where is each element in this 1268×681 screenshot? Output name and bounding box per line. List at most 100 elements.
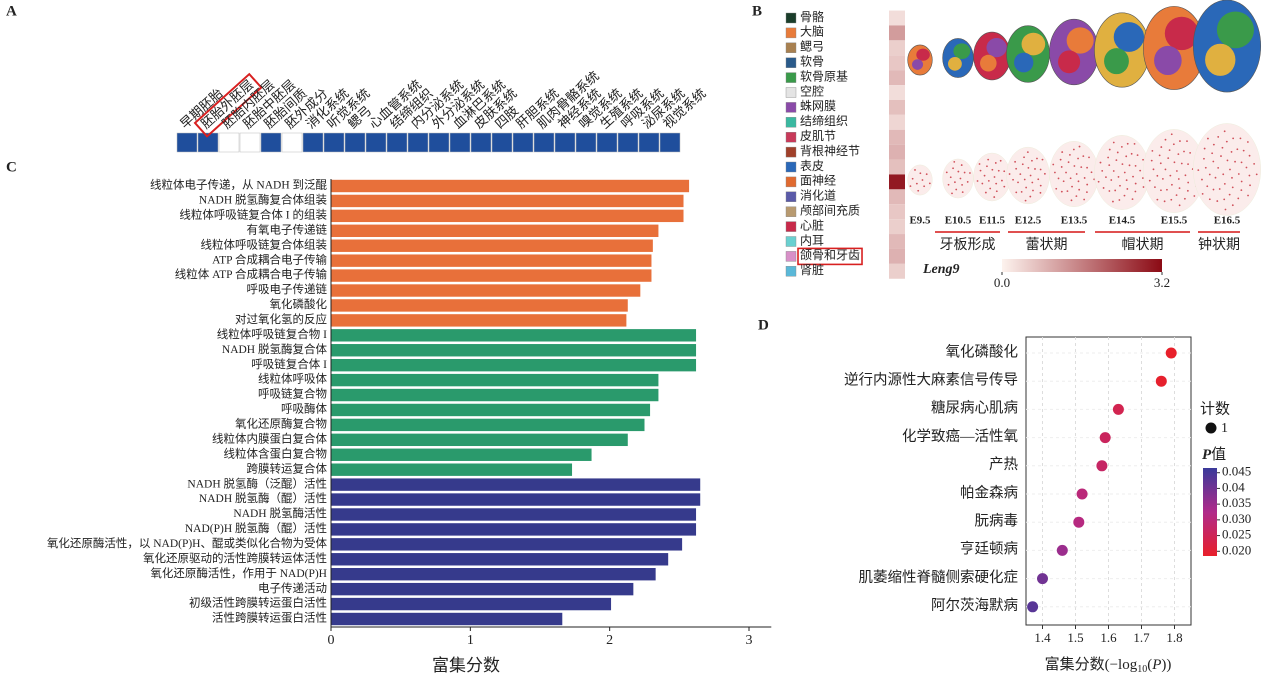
expression-dot bbox=[961, 183, 963, 186]
expression-dot bbox=[1060, 166, 1063, 168]
category-label: 线粒体呼吸体 bbox=[258, 372, 327, 386]
expression-dot bbox=[1114, 189, 1117, 192]
category-label: 化学致癌—活性氧 bbox=[902, 428, 1018, 445]
stage-group: 帽状期 bbox=[1122, 237, 1164, 253]
expression-dot bbox=[1019, 173, 1022, 176]
expression-dot bbox=[1031, 181, 1034, 184]
bar bbox=[331, 553, 669, 566]
bar bbox=[331, 314, 627, 327]
category-label: 氧化磷酸化 bbox=[270, 297, 328, 311]
category-label: 阿尔茨海默病 bbox=[931, 597, 1018, 614]
bar bbox=[331, 448, 592, 461]
expression-dot bbox=[997, 169, 1000, 172]
expression-dot bbox=[987, 179, 990, 182]
bar bbox=[331, 344, 697, 357]
expression-dot bbox=[1175, 194, 1178, 197]
expression-dot bbox=[1139, 169, 1142, 172]
expression-dot bbox=[1021, 163, 1024, 166]
size-legend-title: 计数 bbox=[1200, 400, 1230, 417]
legend-label: 蛛网膜 bbox=[800, 98, 836, 113]
x-tick-label: 1.7 bbox=[1133, 630, 1150, 645]
category-label: 电子传递活动 bbox=[258, 581, 327, 595]
expression-dot bbox=[1054, 171, 1056, 174]
cell bbox=[239, 132, 261, 153]
expression-dot bbox=[1073, 165, 1076, 167]
embryo-part bbox=[1164, 16, 1199, 51]
expression-dot bbox=[1069, 177, 1072, 180]
expression-dot bbox=[1133, 142, 1136, 145]
embryo-part bbox=[1066, 27, 1094, 54]
expression-dot bbox=[1169, 174, 1172, 177]
expression-dot bbox=[1020, 190, 1023, 193]
stage-label: E16.5 bbox=[1214, 215, 1241, 227]
x-tick-label: 1 bbox=[467, 633, 474, 648]
expression-dot bbox=[1161, 177, 1164, 180]
legend-swatch bbox=[785, 221, 797, 232]
expression-dot bbox=[1118, 199, 1121, 201]
legend-label: 皮肌节 bbox=[800, 129, 836, 143]
legend-swatch bbox=[785, 236, 797, 247]
expression-dot bbox=[1119, 184, 1121, 187]
cell bbox=[617, 132, 639, 153]
expression-dot bbox=[1066, 190, 1069, 193]
dot bbox=[1112, 403, 1124, 415]
expression-dot bbox=[1136, 154, 1139, 157]
expression-dot bbox=[954, 181, 956, 184]
expression-dot bbox=[989, 187, 992, 190]
embryo-expression bbox=[1006, 146, 1050, 205]
cell bbox=[302, 132, 324, 153]
bar bbox=[331, 582, 634, 596]
expression-dot bbox=[953, 160, 956, 163]
stage-label: E10.5 bbox=[945, 215, 972, 227]
heat-cell bbox=[889, 174, 905, 190]
bar bbox=[331, 284, 641, 297]
expression-dot bbox=[1102, 187, 1105, 189]
expression-dot bbox=[1077, 180, 1080, 183]
embryo-expression bbox=[973, 152, 1011, 202]
expression-dot bbox=[1203, 147, 1206, 150]
category-label: NADH 脱氢酶活性 bbox=[233, 506, 327, 520]
expression-dot bbox=[1130, 152, 1133, 155]
legend-swatch bbox=[785, 191, 797, 203]
category-label: 呼吸链复合体 I bbox=[251, 357, 327, 371]
expression-dot bbox=[1023, 178, 1026, 181]
expression-dot bbox=[1167, 157, 1170, 159]
stage-label: E11.5 bbox=[979, 215, 1005, 227]
category-label: 有氧电子传递链 bbox=[247, 222, 328, 236]
expression-dot bbox=[1201, 192, 1204, 195]
expression-dot bbox=[1156, 198, 1159, 201]
expression-dot bbox=[1126, 142, 1129, 145]
expression-dot bbox=[1152, 168, 1155, 171]
panel-label: D bbox=[758, 317, 769, 333]
expression-dot bbox=[919, 172, 922, 175]
expression-dot bbox=[1003, 170, 1006, 173]
legend-label: 骨骼 bbox=[800, 9, 824, 24]
expression-dot bbox=[1187, 181, 1190, 184]
expression-dot bbox=[1029, 195, 1032, 198]
bar bbox=[331, 209, 684, 223]
expression-dot bbox=[1057, 177, 1060, 180]
expression-dot bbox=[1203, 157, 1205, 160]
expression-dot bbox=[1184, 174, 1187, 177]
expression-dot bbox=[960, 164, 963, 166]
expression-dot bbox=[1025, 186, 1028, 189]
expression-dot bbox=[1120, 145, 1123, 148]
category-label: 糖尿病心肌病 bbox=[931, 400, 1018, 417]
bar bbox=[331, 179, 690, 193]
expression-dot bbox=[1158, 154, 1161, 157]
expression-dot bbox=[1142, 186, 1145, 188]
x-axis-title-part: 富集分数(−log bbox=[1045, 655, 1138, 673]
heat-cell bbox=[889, 248, 905, 264]
expression-dot bbox=[1207, 137, 1209, 140]
embryo-expression bbox=[942, 158, 974, 199]
size-legend-label: 1 bbox=[1221, 421, 1228, 436]
expression-dot bbox=[923, 185, 926, 188]
cell bbox=[575, 132, 597, 153]
legend-label: 颌骨和牙齿 bbox=[800, 247, 860, 262]
embryo-part bbox=[912, 59, 924, 70]
expression-dot bbox=[1160, 146, 1163, 148]
expression-dot bbox=[1228, 193, 1231, 196]
expression-dot bbox=[1082, 155, 1085, 158]
expression-dot bbox=[1173, 161, 1176, 164]
embryo-expression bbox=[907, 164, 933, 196]
